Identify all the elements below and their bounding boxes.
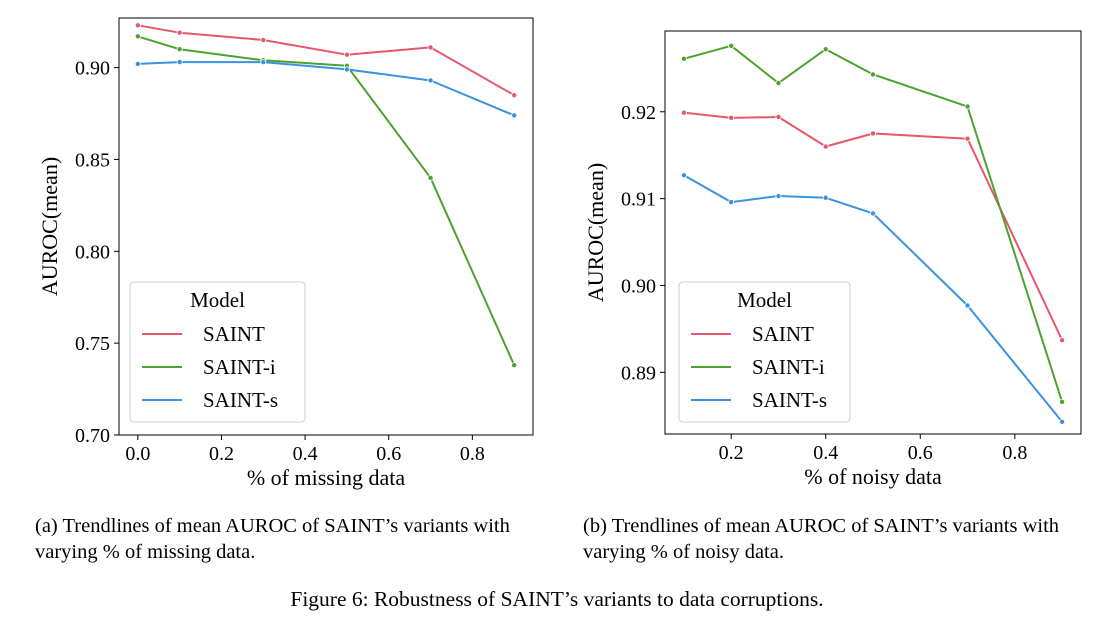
data-point: [134, 60, 141, 67]
y-tick-label: 0.90: [75, 58, 110, 80]
legend-label: SAINT-s: [752, 388, 827, 412]
data-point: [775, 80, 782, 87]
data-point: [870, 130, 877, 137]
chart-b: 0.2 0.4 0.6 0.8 0.89 0.90 0.91 0.92 % of noisy d…: [583, 30, 1082, 489]
legend-label: SAINT: [203, 322, 265, 346]
data-point: [680, 172, 687, 179]
data-point: [260, 59, 267, 66]
data-point: [1059, 337, 1066, 344]
legend: Model SAINT SAINT-i SAINT-s: [129, 281, 306, 423]
legend-title: Model: [190, 288, 245, 312]
data-point: [343, 66, 350, 73]
data-point: [964, 103, 971, 110]
x-tick-label: 0.4: [293, 443, 318, 465]
x-tick-label: 0.4: [813, 442, 838, 464]
series-line-saint-s: [137, 61, 515, 117]
data-point: [1059, 418, 1066, 425]
y-tick-label: 0.89: [621, 362, 656, 384]
plot-frame: [118, 17, 534, 436]
series-line-saint: [137, 24, 515, 97]
x-axis-label: % of noisy data: [804, 464, 942, 489]
legend-label: SAINT-i: [203, 355, 276, 379]
x-tick-label: 0.0: [125, 443, 150, 465]
data-point: [775, 193, 782, 200]
data-point: [176, 46, 183, 53]
y-axis-label: AUROC(mean): [37, 157, 62, 296]
legend: Model SAINT SAINT-i SAINT-s: [678, 281, 851, 423]
y-axis-label: AUROC(mean): [583, 163, 608, 302]
subfigure-caption-b: (b) Trendlines of mean AUROC of SAINT’s …: [583, 515, 1060, 563]
chart-a: 0.0 0.2 0.4 0.6 0.8 0.70 0.75 0.80 0.85 0.90 % of …: [37, 17, 534, 490]
data-point: [427, 77, 434, 84]
data-point: [964, 302, 971, 309]
legend-label: SAINT-s: [203, 388, 278, 412]
data-point: [260, 37, 267, 44]
x-tick-label: 0.6: [376, 443, 401, 465]
data-point: [134, 33, 141, 40]
data-point: [822, 194, 829, 201]
legend-box: [129, 281, 306, 423]
data-point: [511, 92, 518, 99]
x-tick-label: 0.6: [908, 442, 933, 464]
x-tick-label: 0.2: [209, 443, 234, 465]
data-point: [176, 29, 183, 36]
y-tick-label: 0.70: [75, 425, 110, 447]
data-point: [680, 55, 687, 62]
y-tick-label: 0.80: [75, 241, 110, 263]
data-point: [728, 42, 735, 49]
data-point: [870, 71, 877, 78]
x-tick-label: 0.8: [460, 443, 485, 465]
legend-label: SAINT: [752, 322, 814, 346]
series-line-saint-i: [137, 35, 516, 366]
legend-title: Model: [737, 288, 792, 312]
y-tick-label: 0.91: [621, 189, 656, 211]
y-tick-label: 0.92: [621, 102, 656, 124]
data-point: [728, 199, 735, 206]
data-point: [176, 59, 183, 66]
y-tick-label: 0.85: [75, 149, 110, 171]
data-point: [728, 114, 735, 121]
data-point: [427, 174, 434, 181]
data-point: [964, 135, 971, 142]
data-point: [680, 109, 687, 116]
data-point: [511, 362, 518, 369]
plot-frame: [664, 30, 1082, 435]
data-point: [822, 46, 829, 53]
x-axis-label: % of missing data: [247, 465, 405, 490]
data-point: [134, 22, 141, 29]
data-point: [822, 143, 829, 150]
x-tick-label: 0.2: [719, 442, 744, 464]
x-tick-label: 0.8: [1002, 442, 1027, 464]
legend-box: [678, 281, 851, 423]
data-point: [775, 113, 782, 120]
legend-label: SAINT-i: [752, 355, 825, 379]
figure-caption: Figure 6: Robustness of SAINT’s variants…: [290, 587, 824, 611]
data-point: [343, 51, 350, 58]
data-point: [511, 112, 518, 119]
data-point: [870, 210, 877, 217]
data-point: [1059, 398, 1066, 405]
y-tick-label: 0.90: [621, 275, 656, 297]
subfigure-caption-a: (a) Trendlines of mean AUROC of SAINT’s …: [35, 515, 510, 563]
data-point: [427, 44, 434, 51]
y-tick-label: 0.75: [75, 333, 110, 355]
